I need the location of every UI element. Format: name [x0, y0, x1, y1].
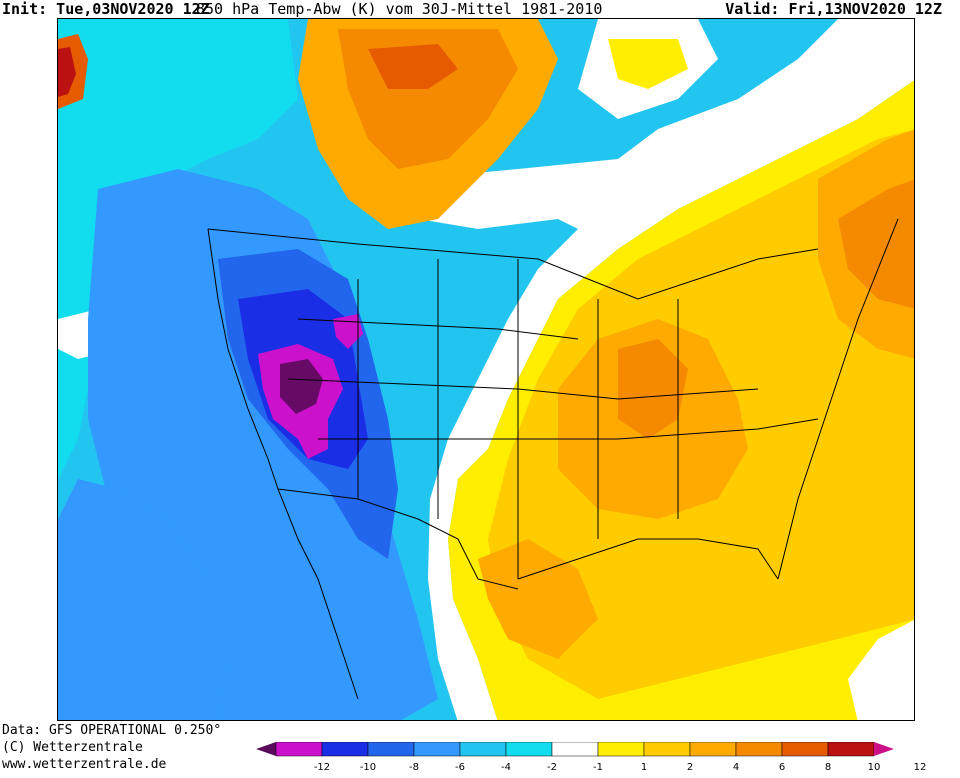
- political-boundaries: [207, 218, 899, 700]
- legend-swatch: [781, 742, 829, 757]
- canada-us-border: [207, 228, 819, 300]
- legend-tick-label: -4: [501, 762, 511, 773]
- legend-tick-label: -12: [314, 762, 330, 773]
- anomaly-map: [58, 19, 914, 720]
- legend-tick-label: 10: [868, 762, 881, 773]
- legend-tick-label: 8: [825, 762, 831, 773]
- data-credits: Data: GFS OPERATIONAL 0.250° (C) Wetterz…: [2, 722, 221, 773]
- legend-colorbar: -12 -10 -8 -6 -4 -2 -1 1 2 4 6 8 10 12: [256, 742, 927, 773]
- website-url: www.wetterzentrale.de: [2, 757, 167, 772]
- legend-tick-label: -8: [409, 762, 419, 773]
- northwest-red-core: [58, 47, 76, 97]
- us-mexico-border: [277, 488, 519, 590]
- legend-tick-label: -1: [593, 762, 603, 773]
- header-bar: Init: Tue,03NOV2020 12Z 850 hPa Temp-Abw…: [0, 0, 960, 18]
- interior-line-1: [297, 318, 579, 340]
- pacific-blue: [58, 479, 228, 720]
- legend-tick-label: -2: [547, 762, 557, 773]
- east-coast: [777, 218, 899, 580]
- legend-swatch: [827, 742, 875, 757]
- legend-swatch: [689, 742, 737, 757]
- legend-tick-label: -6: [455, 762, 465, 773]
- canada-red-core: [368, 44, 458, 89]
- legend-swatch: [459, 742, 507, 757]
- valid-time: Valid: Fri,13NOV2020 12Z: [725, 0, 942, 18]
- interior-line-3: [318, 418, 819, 440]
- atlantic-dark-orange: [838, 179, 914, 309]
- legend-swatch: [275, 742, 323, 757]
- legend-swatch: [735, 742, 783, 757]
- legend-swatch: [643, 742, 691, 757]
- texas-orange: [478, 539, 598, 659]
- southeast-white-patch: [848, 620, 914, 720]
- legend-swatch: [413, 742, 461, 757]
- map-panel: [57, 18, 915, 721]
- legend-tick-label: 12: [914, 762, 927, 773]
- map-title: 850 hPa Temp-Abw (K) vom 30J-Mittel 1981…: [196, 0, 603, 18]
- legend-swatch: [321, 742, 369, 757]
- interior-line-2: [287, 378, 759, 400]
- legend-tick-label: -10: [360, 762, 376, 773]
- legend-swatch: [505, 742, 553, 757]
- montana-magenta-spot: [333, 314, 363, 349]
- data-source: Data: GFS OPERATIONAL 0.250°: [2, 723, 222, 738]
- legend-arrow-high: [874, 742, 894, 756]
- legend-tick-label: 2: [687, 762, 693, 773]
- gulf-coast: [517, 538, 779, 580]
- west-light-cyan: [58, 19, 298, 479]
- legend-swatch: [551, 742, 599, 757]
- legend-swatch: [367, 742, 415, 757]
- legend-tick-label: 6: [779, 762, 785, 773]
- ohio-valley-dark-orange: [618, 339, 688, 439]
- hudson-yellow: [608, 39, 688, 89]
- legend-tick-label: 4: [733, 762, 739, 773]
- init-time: Init: Tue,03NOV2020 12Z: [2, 0, 210, 18]
- west-coast: [207, 228, 359, 700]
- legend-tick-label: 1: [641, 762, 647, 773]
- color-legend: -12 -10 -8 -6 -4 -2 -1 1 2 4 6 8 10 12: [256, 742, 956, 776]
- zero-anomaly-band: [408, 19, 914, 720]
- copyright: (C) Wetterzentrale: [2, 740, 143, 755]
- legend-swatch: [597, 742, 645, 757]
- great-basin-purple-core: [280, 359, 323, 414]
- legend-arrow-low: [256, 742, 276, 756]
